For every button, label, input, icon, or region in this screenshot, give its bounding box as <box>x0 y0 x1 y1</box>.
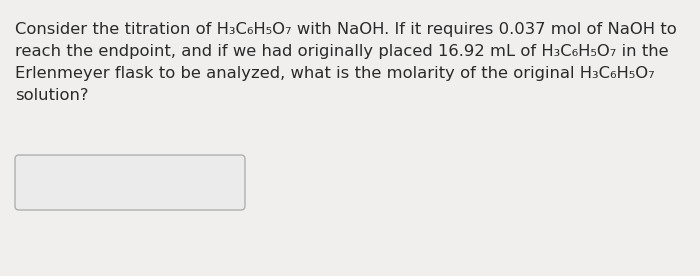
FancyBboxPatch shape <box>15 155 245 210</box>
Text: Consider the titration of H₃C₆H₅O₇ with NaOH. If it requires 0.037 mol of NaOH t: Consider the titration of H₃C₆H₅O₇ with … <box>15 22 677 37</box>
Text: solution?: solution? <box>15 88 89 103</box>
Text: Erlenmeyer flask to be analyzed, what is the molarity of the original H₃C₆H₅O₇: Erlenmeyer flask to be analyzed, what is… <box>15 66 655 81</box>
Text: reach the endpoint, and if we had originally placed 16.92 mL of H₃C₆H₅O₇ in the: reach the endpoint, and if we had origin… <box>15 44 669 59</box>
